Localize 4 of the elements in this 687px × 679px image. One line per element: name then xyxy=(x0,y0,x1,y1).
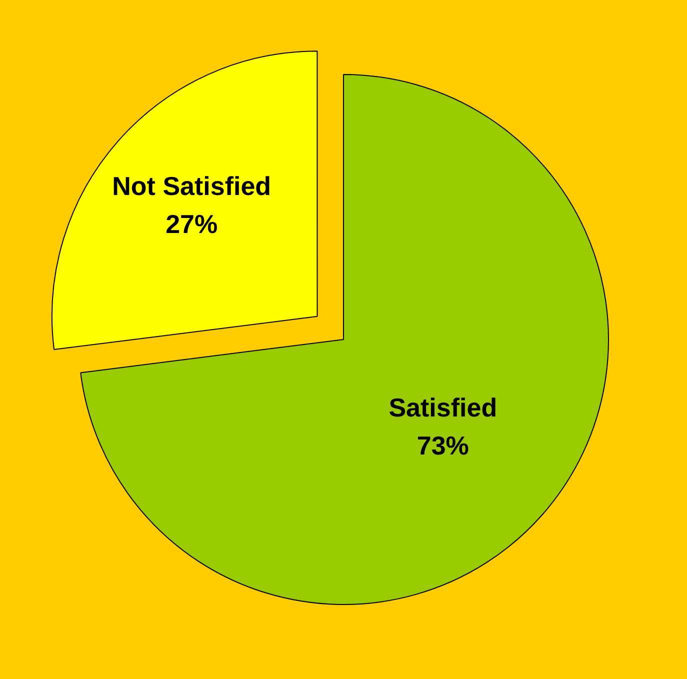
slice-label: Satisfied xyxy=(388,392,498,422)
data-label: 73% xyxy=(416,430,469,460)
data-label: 27% xyxy=(166,208,218,239)
slice-label: Not Satisfied xyxy=(112,170,272,201)
